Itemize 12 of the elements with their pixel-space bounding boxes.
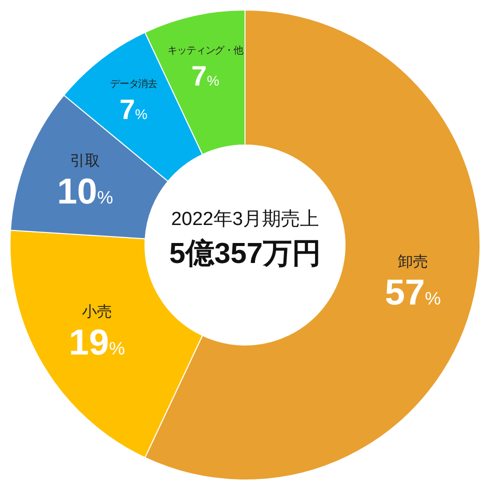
data-label: 7% bbox=[191, 60, 220, 92]
data-label: 7% bbox=[119, 94, 148, 126]
slice-label: 引取 bbox=[70, 152, 100, 170]
slice-label: 卸売 bbox=[398, 254, 428, 271]
slice-label: 小売 bbox=[82, 304, 112, 321]
data-label: 57% bbox=[384, 272, 441, 313]
text: 5億357万円 bbox=[169, 238, 321, 270]
slice-label: データ消去 bbox=[110, 78, 158, 90]
data-label: 10% bbox=[57, 170, 114, 212]
data-label: 19% bbox=[68, 322, 125, 363]
text: 2022年3月期売上 bbox=[171, 209, 319, 230]
slice-label: キッティング・他 bbox=[168, 44, 244, 56]
